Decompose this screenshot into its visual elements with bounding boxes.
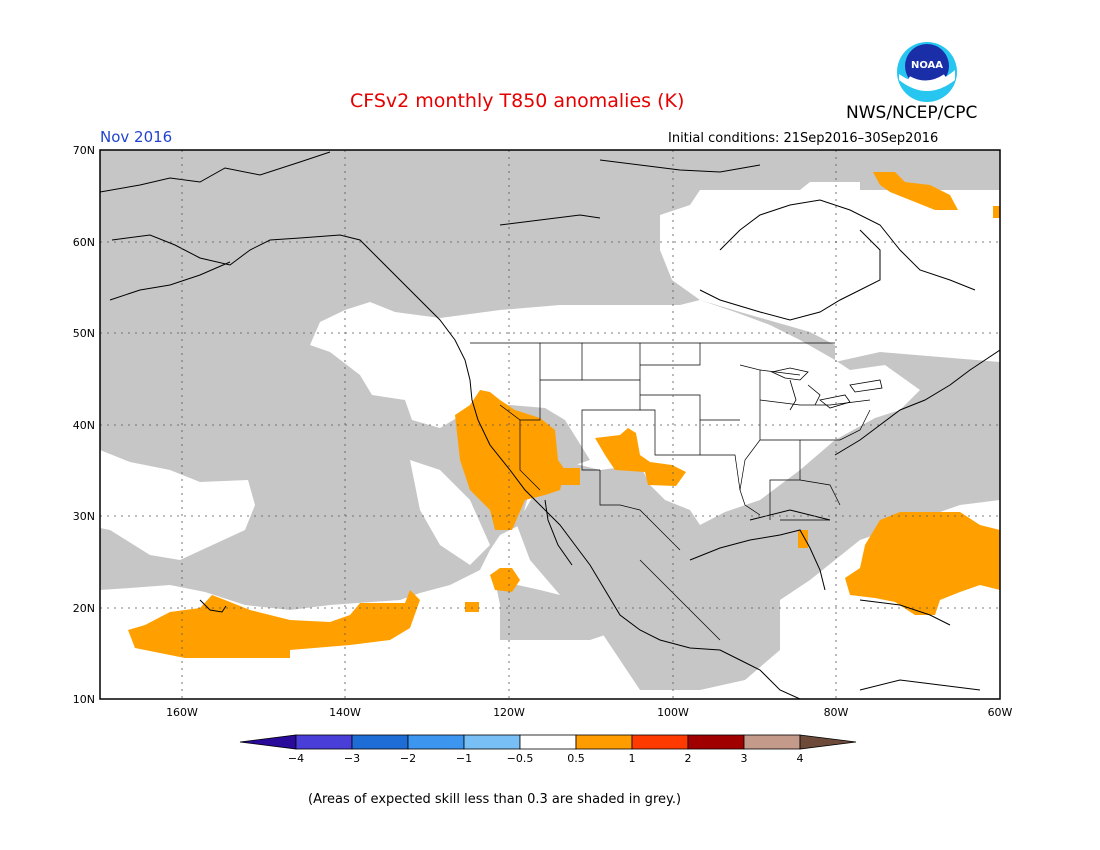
positive-anomaly-caribbean bbox=[845, 512, 1000, 615]
lon-label: 120W bbox=[493, 706, 525, 719]
lat-label: 20N bbox=[73, 602, 95, 615]
great-lakes bbox=[770, 367, 883, 411]
colorbar-swatch bbox=[463, 734, 521, 750]
lon-label: 60W bbox=[988, 706, 1013, 719]
colorbar-swatch bbox=[295, 734, 353, 750]
initial-conditions: Initial conditions: 21Sep2016–30Sep2016 bbox=[668, 131, 939, 146]
gridlines bbox=[100, 150, 1000, 699]
noaa-logo: NOAA bbox=[897, 42, 957, 102]
colorbar-swatch bbox=[575, 734, 633, 750]
colorbar-label: −3 bbox=[344, 752, 360, 765]
positive-anomaly-california bbox=[455, 390, 565, 530]
colorbar-label: 2 bbox=[685, 752, 692, 765]
colorbar-label: −4 bbox=[288, 752, 304, 765]
lat-label: 60N bbox=[73, 236, 95, 249]
lat-label: 70N bbox=[73, 144, 95, 157]
positive-anomaly-small-box bbox=[465, 602, 479, 612]
lat-label: 30N bbox=[73, 510, 95, 523]
colorbar-label: 3 bbox=[741, 752, 748, 765]
positive-anomaly-offshore bbox=[490, 568, 520, 592]
coastlines bbox=[100, 151, 1000, 699]
colorbar-swatch bbox=[631, 734, 689, 750]
anomaly-map: 70N 60N 50N 40N 30N 20N 10N 160W 140W 12… bbox=[73, 144, 1013, 719]
positive-anomaly-edge bbox=[993, 206, 1000, 218]
colorbar-arrow-right bbox=[799, 734, 857, 750]
lon-label: 160W bbox=[166, 706, 198, 719]
colorbar-label: −0.5 bbox=[507, 752, 534, 765]
positive-anomaly-southwest bbox=[595, 428, 686, 486]
forecast-month: Nov 2016 bbox=[100, 128, 173, 146]
lon-label: 80W bbox=[824, 706, 849, 719]
colorbar-label: 4 bbox=[797, 752, 804, 765]
colorbar-swatch bbox=[743, 734, 801, 750]
colorbar-label: −2 bbox=[400, 752, 416, 765]
map-frame bbox=[99, 149, 1001, 700]
skill-note: (Areas of expected skill less than 0.3 a… bbox=[308, 792, 682, 807]
grey-region-mexico bbox=[495, 580, 620, 640]
positive-anomaly-labrador bbox=[873, 172, 958, 210]
colorbar-swatch bbox=[407, 734, 465, 750]
white-pocket-pacific bbox=[100, 450, 255, 560]
colorbar-swatch bbox=[519, 734, 577, 750]
lat-label: 10N bbox=[73, 693, 95, 706]
colorbar: −4 −3 −2 −1 −0.5 0.5 1 2 3 4 bbox=[239, 734, 857, 765]
colorbar-swatch bbox=[687, 734, 745, 750]
lat-label: 50N bbox=[73, 327, 95, 340]
colorbar-label: 1 bbox=[629, 752, 636, 765]
white-pocket-eastern-pacific bbox=[410, 460, 490, 565]
colorbar-arrow-left bbox=[239, 734, 297, 750]
colorbar-label: −1 bbox=[456, 752, 472, 765]
map-title: CFSv2 monthly T850 anomalies (K) bbox=[350, 90, 685, 112]
lon-label: 140W bbox=[329, 706, 361, 719]
positive-anomaly-florida-dot bbox=[798, 530, 808, 548]
lat-label: 40N bbox=[73, 419, 95, 432]
positive-anomaly-southwest-small bbox=[555, 468, 580, 485]
colorbar-label: 0.5 bbox=[567, 752, 585, 765]
lon-label: 100W bbox=[657, 706, 689, 719]
colorbar-swatch bbox=[351, 734, 409, 750]
grey-region-north bbox=[100, 150, 1000, 690]
noaa-logo-text: NOAA bbox=[911, 60, 943, 71]
positive-anomaly-hawaii-pacific bbox=[128, 590, 420, 658]
agency-label: NWS/NCEP/CPC bbox=[846, 103, 978, 123]
